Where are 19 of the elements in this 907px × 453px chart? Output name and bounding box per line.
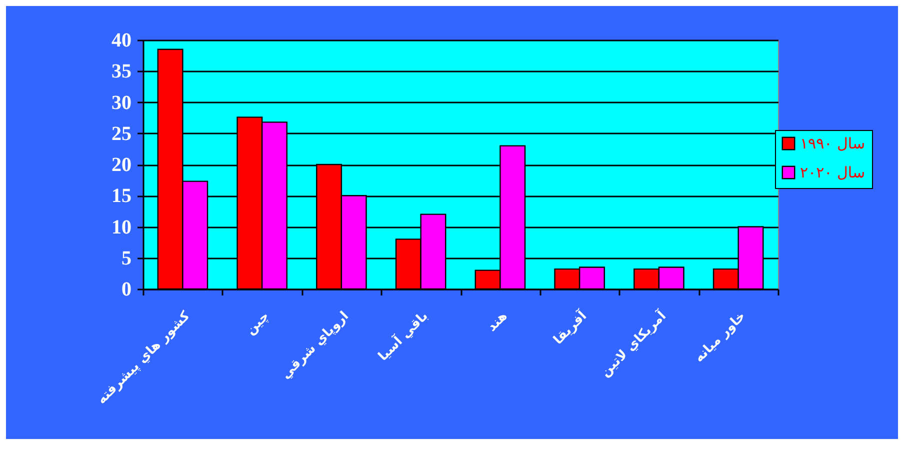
x-tick-label: هند xyxy=(484,308,511,335)
y-tick-label: 30 xyxy=(112,92,132,114)
y-tick-label: 25 xyxy=(112,122,132,145)
x-tick-label: خاور ميانه xyxy=(692,308,749,366)
x-tick-label: آفريقا xyxy=(550,307,590,348)
y-tick-label: 40 xyxy=(112,30,132,52)
y-tick-label: 15 xyxy=(112,185,132,208)
y-tick-label: 10 xyxy=(112,216,132,238)
legend-label: سال ۱۹۹۰ xyxy=(800,134,866,152)
x-tick-label: اروپاي شرقي xyxy=(278,308,352,382)
y-tick-label: 35 xyxy=(112,60,132,83)
x-tick-label: باقي آسيا xyxy=(374,307,432,364)
y-tick-label: 20 xyxy=(112,154,132,176)
legend-label: سال ۲۰۲۰ xyxy=(800,164,866,182)
x-tick-label: كشور هاي پيشرفته xyxy=(94,308,194,408)
x-tick-label: چين xyxy=(243,308,272,338)
y-tick-label: 0 xyxy=(122,278,132,300)
x-tick-label: آمريكاي لاتين xyxy=(596,306,670,380)
y-tick-label: 5 xyxy=(122,247,132,270)
